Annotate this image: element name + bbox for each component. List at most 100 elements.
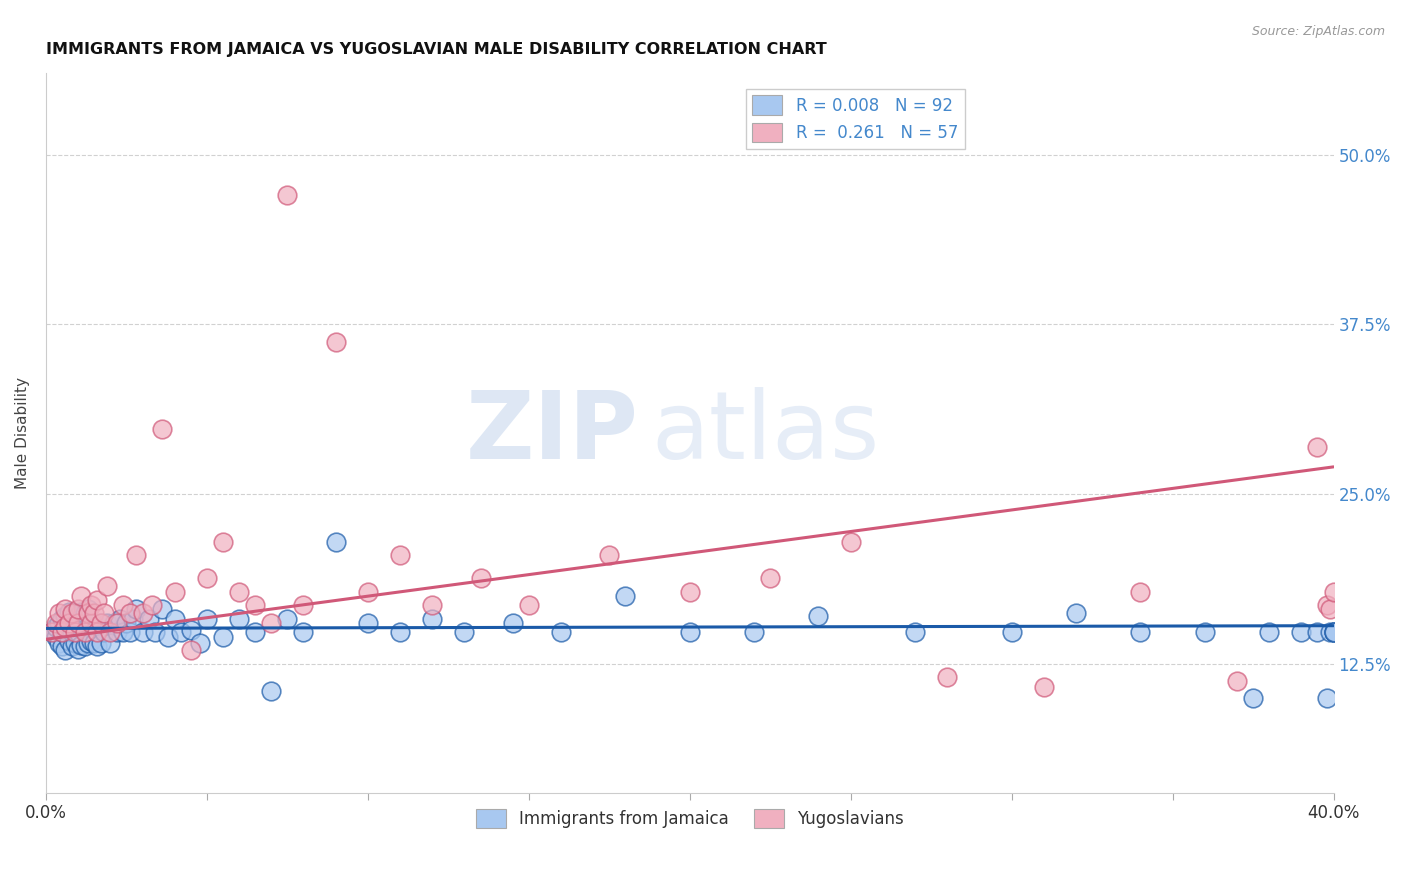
Point bbox=[839, 534, 862, 549]
Point bbox=[53, 602, 76, 616]
Point bbox=[115, 615, 138, 630]
Point bbox=[48, 607, 70, 621]
Point bbox=[245, 599, 267, 613]
Point bbox=[1322, 584, 1344, 599]
Point bbox=[141, 599, 163, 613]
Point bbox=[125, 548, 148, 562]
Point bbox=[245, 625, 267, 640]
Point bbox=[150, 422, 173, 436]
Point bbox=[73, 623, 96, 637]
Point bbox=[1129, 584, 1152, 599]
Point bbox=[80, 615, 103, 630]
Point bbox=[58, 633, 80, 648]
Point bbox=[58, 605, 80, 619]
Point bbox=[195, 571, 218, 585]
Point bbox=[53, 623, 76, 637]
Point bbox=[131, 625, 153, 640]
Point bbox=[70, 638, 93, 652]
Point bbox=[93, 625, 115, 640]
Point bbox=[1306, 625, 1329, 640]
Point bbox=[76, 636, 98, 650]
Point bbox=[48, 636, 70, 650]
Point bbox=[73, 607, 96, 621]
Point bbox=[67, 602, 90, 616]
Point bbox=[108, 612, 131, 626]
Point bbox=[86, 593, 108, 607]
Point bbox=[228, 612, 250, 626]
Point bbox=[51, 612, 73, 626]
Point bbox=[1129, 625, 1152, 640]
Point bbox=[1322, 625, 1344, 640]
Point bbox=[138, 612, 160, 626]
Point bbox=[904, 625, 927, 640]
Point bbox=[70, 605, 93, 619]
Point bbox=[1194, 625, 1216, 640]
Point bbox=[80, 617, 103, 632]
Point bbox=[292, 625, 315, 640]
Point bbox=[679, 584, 702, 599]
Point bbox=[51, 639, 73, 653]
Point bbox=[163, 584, 186, 599]
Point bbox=[276, 188, 298, 202]
Text: ZIP: ZIP bbox=[465, 387, 638, 479]
Point bbox=[150, 602, 173, 616]
Point bbox=[180, 623, 202, 637]
Point bbox=[63, 607, 86, 621]
Point bbox=[67, 641, 90, 656]
Point bbox=[389, 548, 412, 562]
Point bbox=[53, 609, 76, 624]
Point bbox=[86, 639, 108, 653]
Point bbox=[679, 625, 702, 640]
Point bbox=[80, 633, 103, 648]
Point bbox=[41, 625, 63, 640]
Point bbox=[759, 571, 782, 585]
Point bbox=[1319, 625, 1341, 640]
Point bbox=[228, 584, 250, 599]
Point bbox=[180, 643, 202, 657]
Point bbox=[145, 625, 167, 640]
Point bbox=[118, 625, 141, 640]
Point bbox=[170, 625, 193, 640]
Point bbox=[67, 615, 90, 630]
Point bbox=[96, 615, 118, 630]
Point bbox=[80, 599, 103, 613]
Point bbox=[1226, 674, 1249, 689]
Point bbox=[1258, 625, 1281, 640]
Point bbox=[502, 615, 524, 630]
Point bbox=[83, 636, 105, 650]
Text: IMMIGRANTS FROM JAMAICA VS YUGOSLAVIAN MALE DISABILITY CORRELATION CHART: IMMIGRANTS FROM JAMAICA VS YUGOSLAVIAN M… bbox=[46, 42, 827, 57]
Point bbox=[1316, 599, 1339, 613]
Point bbox=[73, 639, 96, 653]
Point bbox=[98, 625, 121, 640]
Point bbox=[112, 599, 135, 613]
Point bbox=[212, 534, 235, 549]
Point bbox=[420, 612, 443, 626]
Point bbox=[45, 620, 67, 634]
Point bbox=[276, 612, 298, 626]
Point bbox=[1322, 625, 1344, 640]
Point bbox=[614, 589, 637, 603]
Point bbox=[389, 625, 412, 640]
Point bbox=[1241, 690, 1264, 705]
Point bbox=[53, 620, 76, 634]
Point bbox=[60, 612, 83, 626]
Point bbox=[1319, 602, 1341, 616]
Point bbox=[67, 625, 90, 640]
Point bbox=[86, 618, 108, 632]
Point bbox=[131, 607, 153, 621]
Point bbox=[420, 599, 443, 613]
Point bbox=[260, 683, 283, 698]
Point bbox=[60, 625, 83, 640]
Point bbox=[53, 643, 76, 657]
Point bbox=[470, 571, 492, 585]
Y-axis label: Male Disability: Male Disability bbox=[15, 377, 30, 489]
Text: atlas: atlas bbox=[651, 387, 879, 479]
Point bbox=[195, 612, 218, 626]
Point bbox=[90, 615, 112, 630]
Point bbox=[51, 625, 73, 640]
Point bbox=[76, 602, 98, 616]
Point bbox=[63, 620, 86, 634]
Point bbox=[98, 636, 121, 650]
Point bbox=[190, 636, 212, 650]
Point bbox=[76, 607, 98, 621]
